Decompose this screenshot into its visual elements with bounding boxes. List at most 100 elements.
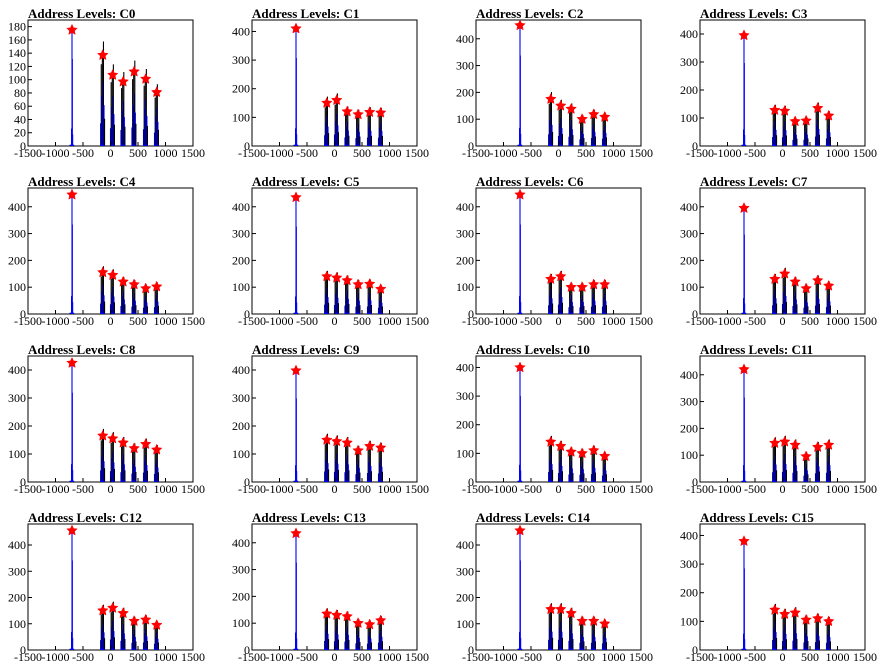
peak-marker	[97, 429, 109, 441]
x-tick-label: -1500	[462, 146, 490, 160]
spectrum-series	[293, 533, 384, 650]
x-tick-label: -500	[72, 482, 94, 496]
peak-marker	[800, 282, 812, 294]
y-tick-label: 400	[680, 200, 698, 214]
panel-title: Address Levels: C11	[700, 342, 813, 357]
histogram-panel-5: Address Levels: C5 0 100 200 300 400 -1500 -100…	[232, 174, 429, 328]
plot-frame	[475, 355, 642, 483]
peak-marker	[587, 444, 600, 456]
plot-frame	[251, 187, 418, 315]
peak-marker	[598, 617, 611, 629]
x-tick-label: 1000	[154, 314, 178, 328]
x-tick-label: -1500	[462, 482, 490, 496]
y-tick-label: 100	[232, 110, 250, 124]
peak-marker	[139, 72, 152, 84]
x-tick-label: -500	[72, 650, 94, 664]
y-tick-label: 160	[8, 33, 26, 47]
y-tick-label: 0	[692, 475, 698, 489]
histogram-panel-0: Address Levels: C00204060801001201401601…	[8, 6, 205, 160]
x-tick-label: -1500	[238, 146, 266, 160]
x-tick-label: 1500	[181, 650, 205, 664]
spectrum-series	[741, 35, 832, 146]
y-tick-label: 400	[232, 200, 250, 214]
peak-marker	[330, 94, 343, 106]
peak-marker	[290, 364, 302, 376]
peak-marker	[374, 614, 387, 626]
peak-marker	[128, 442, 140, 454]
y-tick-label: 0	[20, 307, 26, 321]
y-tick-label: 400	[680, 27, 698, 41]
x-tick-label: -1500	[238, 482, 266, 496]
peak-marker	[150, 618, 163, 630]
peak-marker	[106, 68, 119, 80]
y-tick-label: 400	[456, 200, 474, 214]
x-tick-label: 500	[353, 314, 371, 328]
y-tick-label: 100	[680, 448, 698, 462]
histogram-panel-12: Address Levels: C12 0 100 200 300 400 -1500 -10…	[8, 510, 205, 664]
x-tick-label: -500	[744, 650, 766, 664]
y-tick-label: 400	[8, 363, 26, 377]
y-tick-label: 40	[14, 112, 26, 126]
x-tick-label: 1500	[853, 314, 877, 328]
peak-marker	[352, 108, 364, 120]
x-tick-label: 0	[780, 146, 786, 160]
y-tick-label: 100	[8, 280, 26, 294]
x-tick-label: -500	[72, 146, 94, 160]
x-tick-label: -500	[520, 314, 542, 328]
x-tick-label: 0	[556, 314, 562, 328]
y-tick-label: 0	[692, 643, 698, 657]
y-tick-label: 100	[8, 447, 26, 461]
peak-marker	[117, 275, 129, 287]
y-tick-label: 400	[456, 32, 474, 46]
x-tick-label: 500	[577, 650, 595, 664]
x-tick-label: 1500	[629, 482, 653, 496]
panel-title: Address Levels: C8	[28, 342, 136, 357]
peak-marker	[363, 106, 376, 118]
peak-marker	[139, 613, 152, 625]
x-tick-label: -1000	[714, 482, 742, 496]
x-tick-label: -1500	[686, 482, 714, 496]
x-tick-label: -1000	[266, 146, 294, 160]
x-tick-label: -1500	[14, 314, 42, 328]
peak-marker	[822, 615, 835, 627]
peak-marker	[352, 444, 364, 456]
x-tick-label: -1000	[490, 314, 518, 328]
peak-marker	[598, 450, 611, 462]
x-tick-label: 1000	[154, 650, 178, 664]
peak-marker	[565, 102, 577, 115]
x-tick-label: 1500	[181, 314, 205, 328]
panel-title: Address Levels: C15	[700, 510, 814, 525]
peak-marker	[738, 363, 750, 375]
histogram-panel-1: Address Levels: C1 0 100 200 300 400 -1500 -100…	[232, 6, 429, 160]
x-tick-label: -1000	[490, 650, 518, 664]
peak-marker	[290, 191, 302, 203]
panel-title: Address Levels: C3	[700, 6, 808, 21]
histogram-panel-9: Address Levels: C9 0 100 200 300 400 -1500 -100…	[232, 342, 429, 496]
peak-marker	[587, 278, 600, 290]
x-tick-label: -500	[72, 314, 94, 328]
peak-marker	[106, 432, 119, 444]
peak-marker	[352, 617, 364, 629]
histogram-panel-7: Address Levels: C7 0 100 200 300 400 -1500 -100…	[680, 174, 877, 328]
x-tick-label: 500	[129, 146, 147, 160]
peak-marker	[778, 435, 791, 447]
peak-marker	[800, 450, 812, 462]
plot-frame	[27, 19, 194, 147]
y-tick-label: 300	[456, 59, 474, 73]
x-tick-label: 0	[108, 146, 114, 160]
panel-title: Address Levels: C10	[476, 342, 590, 357]
spectrum-series	[741, 208, 832, 314]
x-tick-label: 1000	[154, 146, 178, 160]
x-tick-label: -1000	[714, 314, 742, 328]
y-tick-label: 0	[20, 475, 26, 489]
x-tick-label: 1500	[405, 146, 429, 160]
peak-marker	[769, 436, 781, 449]
x-tick-label: 0	[332, 146, 338, 160]
peak-marker	[800, 613, 812, 625]
y-tick-label: 100	[456, 112, 474, 126]
y-tick-label: 0	[468, 475, 474, 489]
y-tick-label: 400	[232, 24, 250, 38]
x-tick-label: -1000	[266, 482, 294, 496]
spectrum-series	[517, 194, 608, 314]
peak-marker	[139, 438, 152, 450]
